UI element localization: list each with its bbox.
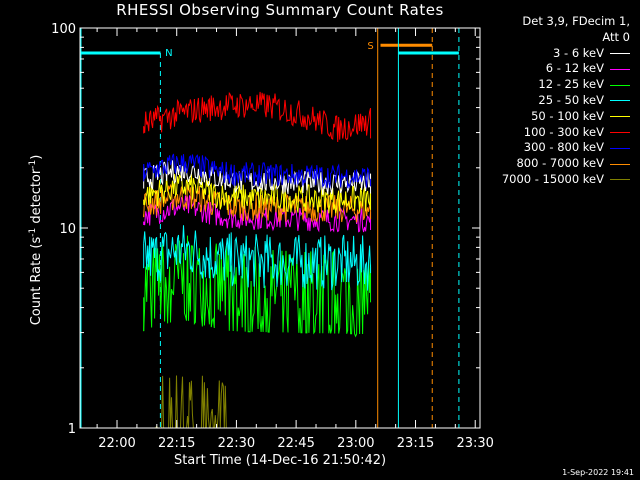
legend-label: 800 - 7000 keV xyxy=(516,156,604,171)
legend-label: 25 - 50 keV xyxy=(538,92,604,107)
series-line-7000-15000-kev xyxy=(143,375,371,429)
legend-header-line-2: Att 0 xyxy=(602,29,630,44)
legend-label: 3 - 6 keV xyxy=(553,45,604,60)
legend-item: 50 - 100 keV xyxy=(502,109,630,125)
x-tick-label: 23:30 xyxy=(456,436,493,451)
legend-swatch xyxy=(610,131,630,133)
legend-item: 100 - 300 keV xyxy=(502,125,630,141)
legend-label: 6 - 12 keV xyxy=(545,61,604,76)
legend-swatch xyxy=(610,179,630,181)
legend-item: 800 - 7000 keV xyxy=(502,156,630,172)
y-axis-label: Count Rate (s-1 detector-1) xyxy=(27,154,45,326)
footer-timestamp: 1-Sep-2022 19:41 xyxy=(562,468,634,477)
y-tick-label: 1 xyxy=(68,422,76,437)
y-tick-label: 100 xyxy=(51,22,76,37)
legend-item: 7000 - 15000 keV xyxy=(502,172,630,188)
y-tick-label: 10 xyxy=(59,222,76,237)
data-layer: NS xyxy=(80,28,460,429)
plot-frame xyxy=(79,27,481,429)
legend-swatch xyxy=(610,116,630,118)
legend-label: 7000 - 15000 keV xyxy=(501,171,604,186)
legend-item: 12 - 25 keV xyxy=(502,77,630,93)
legend-item: 300 - 800 keV xyxy=(502,140,630,156)
series-line-100-300-kev xyxy=(143,91,371,143)
x-tick-label: 23:15 xyxy=(397,436,434,451)
x-tick-label: 22:15 xyxy=(158,436,195,451)
legend-swatch xyxy=(610,147,630,149)
legend-swatch xyxy=(610,163,630,165)
legend-item: 6 - 12 keV xyxy=(502,61,630,77)
chart-title: RHESSI Observing Summary Count Rates xyxy=(116,1,444,19)
series-line-25-50-kev xyxy=(143,225,371,291)
x-tick-label: 22:45 xyxy=(277,436,314,451)
series-line-3-6-kev xyxy=(143,160,371,195)
legend-label: 12 - 25 keV xyxy=(538,77,604,92)
legend-label: 300 - 800 keV xyxy=(523,140,604,155)
x-tick-label: 23:00 xyxy=(337,436,374,451)
night-label: N xyxy=(165,48,172,59)
series-line-12-25-kev xyxy=(143,235,371,338)
legend-swatch xyxy=(610,100,630,102)
x-tick-label: 22:00 xyxy=(98,436,135,451)
legend-header-line-1: Det 3,9, FDecim 1, xyxy=(522,14,630,28)
x-tick-label: 22:30 xyxy=(218,436,255,451)
saa-label: S xyxy=(367,41,373,52)
legend: Det 3,9, FDecim 1, Att 0 3 - 6 keV 6 - 12… xyxy=(502,14,630,188)
legend-label: 50 - 100 keV xyxy=(531,108,604,123)
x-axis-label: Start Time (14-Dec-16 21:50:42) xyxy=(173,453,387,468)
series-line-300-800-kev xyxy=(143,153,371,189)
legend-swatch xyxy=(610,84,630,86)
legend-item: 3 - 6 keV xyxy=(502,46,630,62)
legend-label: 100 - 300 keV xyxy=(523,124,604,139)
series-line-800-7000-kev xyxy=(143,183,371,223)
legend-swatch xyxy=(610,68,630,70)
legend-swatch xyxy=(610,52,630,54)
legend-item: 25 - 50 keV xyxy=(502,93,630,109)
axes-layer: 22:00 22:15 22:30 22:45 23:00 23:15 23:30 1 10 10… xyxy=(51,22,494,451)
